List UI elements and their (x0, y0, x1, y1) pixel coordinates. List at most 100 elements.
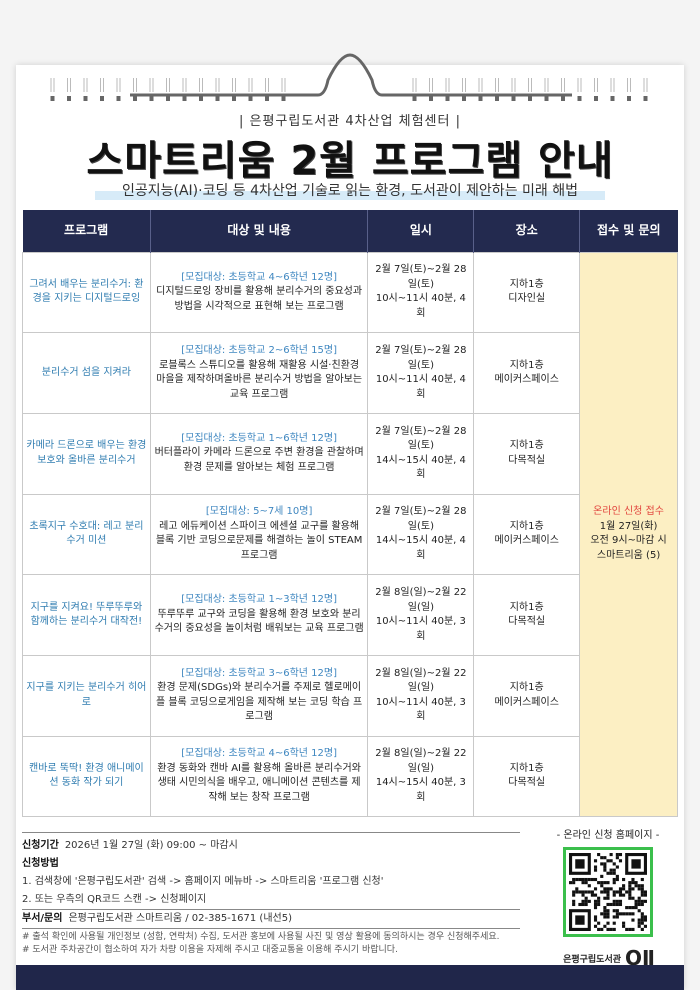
binding-ring (281, 78, 286, 92)
content: 레고 에듀케이션 스파이크 에센셜 교구를 활용해 블록 기반 코딩으로문제를 … (155, 520, 363, 561)
binding-hole (511, 96, 516, 101)
binding-ring (511, 78, 516, 92)
time: 14시~15시 40분, 4회 (375, 454, 466, 481)
date-range: 2월 8일(일)~2월 22일(일) (375, 667, 467, 694)
col-registration: 접수 및 문의 (579, 210, 678, 252)
binding-ring (495, 78, 499, 92)
date-range: 2월 8일(일)~2월 22일(일) (375, 587, 467, 613)
binding-ring (265, 78, 269, 92)
binding-ring (610, 78, 615, 92)
qr-section: - 온라인 신청 홈페이지 - 은평구립도서관 OII (553, 826, 663, 970)
binding-ring (199, 78, 203, 92)
binding-ring (577, 78, 582, 92)
binding-ring (627, 78, 631, 92)
floor: 지하1층 (509, 762, 544, 774)
spiral-binding (50, 53, 648, 101)
binding-hole (182, 96, 187, 101)
target: [모집대상: 초등학교 4~6학년 12명] (181, 748, 337, 760)
program-description: [모집대상: 초등학교 1~3학년 12명] 뚜루뚜루 교구와 코딩을 활용해 환… (149, 574, 369, 656)
binding-ring (116, 78, 121, 92)
tagline: 인공지능(AI)·코딩 등 4차산업 기술로 읽는 환경, 도서관이 제안하는 … (95, 180, 605, 200)
binding-hole (50, 96, 55, 101)
binding-hole (149, 96, 154, 101)
binding-hole (561, 96, 565, 101)
table-row: 초록지구 수호대: 레고 분리수거 미션 [모집대상: 5~7세 10명] 레고 … (22, 493, 678, 576)
floor: 지하1층 (509, 682, 544, 694)
place: 지하1층 디자인실 (473, 251, 581, 334)
registration-date: 1월 27일(화) (599, 520, 658, 532)
binding-hole (495, 96, 499, 101)
application-info: 신청기간 2026년 1월 27일 (화) 09:00 ~ 마감시 신청방법 1.… (22, 832, 520, 957)
binding-hole (281, 96, 286, 101)
binding-ring (561, 78, 565, 92)
place: 지하1층 다목적실 (473, 574, 581, 656)
program-description: [모집대상: 초등학교 4~6학년 12명] 디지털드로잉 장비를 활용해 분리수… (149, 251, 369, 334)
registration-title: 온라인 신청 접수 (593, 506, 664, 518)
period-value: 2026년 1월 27일 (화) 09:00 ~ 마감시 (64, 840, 238, 851)
content: 뚜루뚜루 교구와 코딩을 활용해 환경 보호와 분리수거의 중요성을 놀이처럼 … (154, 608, 364, 635)
binding-ring (445, 78, 450, 92)
date-range: 2월 7일(토)~2월 28일(토) (375, 264, 467, 290)
binding-hole (544, 96, 549, 101)
binding-hole (265, 96, 269, 101)
note-privacy: # 출석 확인에 사용될 개인정보 (성함, 연락처) 수집, 도서관 홍보에 … (22, 932, 500, 942)
floor: 지하1층 (509, 278, 544, 290)
program-description: [모집대상: 초등학교 3~6학년 12명] 환경 문제(SDGs)와 분리수거를… (149, 654, 369, 737)
registration-time: 오전 9시~마감 시 (590, 535, 667, 547)
binding-ring (215, 78, 220, 92)
binding-hole (248, 96, 253, 101)
binding-ring (149, 78, 154, 92)
registration-contact: 스마트리움 (5) (596, 549, 661, 561)
date-range: 2월 7일(토)~2월 28일(토) (375, 345, 467, 371)
binding-hole (232, 96, 236, 101)
binding-ring (429, 78, 433, 92)
program-description: [모집대상: 초등학교 2~6학년 15명] 로블록스 스튜디오를 활용해 재활용… (149, 332, 369, 414)
time: 10시~11시 40분, 4회 (375, 374, 466, 400)
content: 환경 문제(SDGs)와 분리수거를 주제로 헬로메이플 블록 코딩으로게임을 … (155, 682, 363, 723)
program-name: 초록지구 수호대: 레고 분리수거 미션 (22, 493, 151, 576)
room: 메이커스페이스 (494, 374, 559, 386)
room: 다목적실 (508, 454, 546, 466)
program-description: [모집대상: 5~7세 10명] 레고 에듀케이션 스파이크 에센셜 교구를 활용… (149, 493, 369, 576)
dept-label: 부서/문의 (22, 913, 63, 924)
binding-hole (83, 96, 88, 101)
binding-hole (133, 96, 137, 101)
table-header: 프로그램 대상 및 내용 일시 장소 접수 및 문의 (22, 210, 678, 252)
method-2: 2. 또는 우측의 QR코드 스캔 -> 신청페이지 (22, 894, 207, 905)
binding-ring (478, 78, 483, 92)
qr-code[interactable] (563, 847, 653, 937)
binding-hole (166, 96, 170, 101)
program-description: [모집대상: 초등학교 1~6학년 12명] 버터플라이 카메라 드론으로 주변 … (149, 412, 369, 495)
target: [모집대상: 초등학교 1~6학년 12명] (181, 432, 337, 444)
room: 다목적실 (508, 616, 546, 628)
floor: 지하1층 (509, 440, 544, 452)
schedule: 2월 8일(일)~2월 22일(일) 14시~15시 40분, 3회 (367, 735, 475, 818)
program-description: [모집대상: 초등학교 4~6학년 12명] 환경 동화와 캔바 AI를 활용해 … (149, 735, 369, 818)
binding-ring (50, 78, 55, 92)
table-row: 그려서 배우는 분리수거: 환경을 지키는 디지털드로잉 [모집대상: 초등학교… (22, 251, 678, 818)
binding-ring (643, 78, 648, 92)
time: 14시~15시 40분, 3회 (375, 777, 466, 803)
qr-caption: - 온라인 신청 홈페이지 - (556, 830, 660, 841)
time: 10시~11시 40분, 4회 (375, 293, 466, 319)
binding-hole (610, 96, 615, 101)
period-label: 신청기간 (22, 840, 59, 851)
page-title: 스마트리움 2월 프로그램 안내 (86, 138, 614, 184)
binding-hole (627, 96, 631, 101)
target: [모집대상: 초등학교 3~6학년 12명] (181, 667, 337, 679)
binding-hole (215, 96, 220, 101)
target: [모집대상: 5~7세 10명] (205, 506, 313, 518)
place: 지하1층 메이커스페이스 (473, 493, 581, 576)
schedule: 2월 7일(토)~2월 28일(토) 10시~11시 40분, 4회 (367, 251, 475, 334)
dept-line: 부서/문의 은평구립도서관 스마트리움 / 02-385-1671 (내선5) (22, 910, 520, 928)
table-row: 지구를 지키는 분리수거 히어로 [모집대상: 초등학교 3~6학년 12명] 환… (22, 654, 678, 737)
hanger-wire (130, 53, 572, 97)
schedule: 2월 8일(일)~2월 22일(일) 10시~11시 40분, 3회 (367, 574, 475, 656)
floor: 지하1층 (509, 520, 544, 532)
dept-value: 은평구립도서관 스마트리움 / 02-385-1671 (내선5) (68, 913, 292, 924)
binding-hole (462, 96, 466, 101)
time: 10시~11시 40분, 3회 (375, 616, 466, 642)
program-name: 지구를 지켜요! 뚜루뚜루와 함께하는 분리수거 대작전! (22, 574, 151, 656)
binding-ring (248, 78, 253, 92)
table-row: 캔바로 뚝딱! 환경 애니메이션 동화 작가 되기 [모집대상: 초등학교 4~… (22, 735, 678, 818)
